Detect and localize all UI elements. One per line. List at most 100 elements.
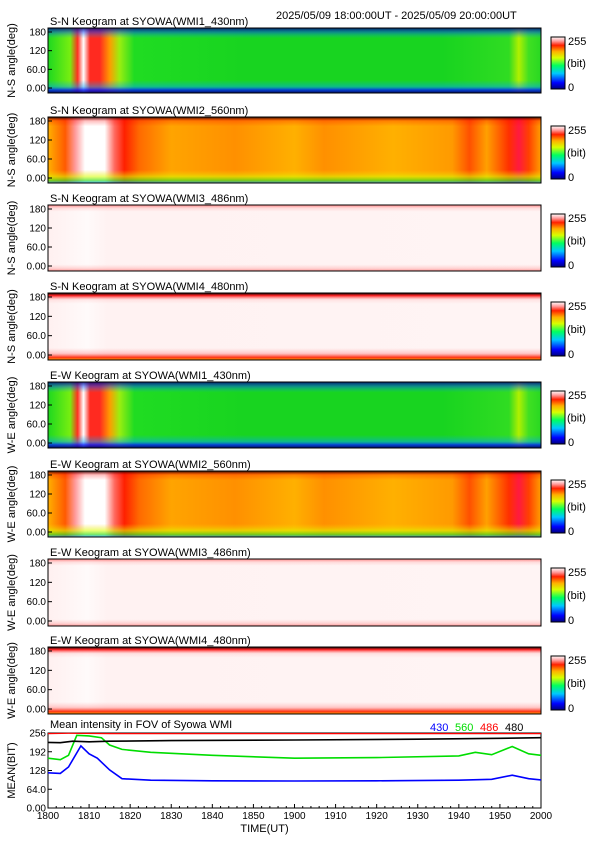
colorbar [550, 655, 566, 711]
keogram-ytick-label: 180 [29, 28, 46, 39]
legend-entry: 430 [430, 722, 448, 734]
ytick-label: 0.00 [27, 804, 47, 815]
xtick-label: 1900 [283, 811, 306, 822]
colorbar-min-label: 0 [568, 260, 574, 272]
keogram-frame [47, 470, 542, 538]
xtick-label: 1800 [37, 811, 60, 822]
colorbar-min-label: 0 [568, 437, 574, 449]
keogram-ylabel: N-S angle(deg) [6, 289, 18, 364]
legend-entry: 480 [505, 722, 523, 734]
keogram-ytick-label: 0.00 [27, 617, 47, 628]
colorbar-unit-label: (bit) [567, 58, 586, 70]
colorbar [550, 36, 566, 90]
keogram-ytick-label: 0.00 [27, 262, 47, 273]
colorbar-unit-label: (bit) [567, 678, 586, 690]
colorbar-max-label: 255 [568, 479, 586, 491]
colorbar-max-label: 255 [568, 301, 586, 313]
colorbar-unit-label: (bit) [567, 590, 586, 602]
xtick-label: 1820 [119, 811, 142, 822]
keogram-panel: S-N Keogram at SYOWA(WMI3_486nm) 0.00 60.0… [6, 193, 586, 275]
ytick-label: 192 [29, 747, 46, 758]
xtick-label: 1950 [489, 811, 512, 822]
keogram-ytick-label: 120 [29, 490, 46, 501]
keogram-ytick-label: 120 [29, 401, 46, 412]
colorbar-min-label: 0 [568, 349, 574, 361]
mean-intensity-chart: Mean intensity in FOV of Syowa WMI 430 560… [6, 719, 553, 835]
plot-area [47, 732, 542, 809]
keogram-frame [47, 292, 542, 361]
keogram-frame [47, 27, 542, 94]
keogram-ylabel: N-S angle(deg) [6, 201, 18, 276]
colorbar-max-label: 255 [568, 655, 586, 667]
xtick-label: 2000 [530, 811, 553, 822]
keogram-frame [47, 558, 542, 627]
keogram-title: E-W Keogram at SYOWA(WMI1_430nm) [50, 370, 251, 382]
colorbar [550, 213, 566, 268]
keogram-ytick-label: 120 [29, 136, 46, 147]
keogram-ylabel: W-E angle(deg) [6, 466, 18, 543]
xtick-label: 1940 [448, 811, 471, 822]
colorbar-min-label: 0 [568, 615, 574, 627]
legend-entry: 486 [480, 722, 498, 734]
keogram-ytick-label: 0.00 [27, 528, 47, 539]
colorbar-min-label: 0 [568, 703, 574, 715]
colorbar-unit-label: (bit) [567, 324, 586, 336]
keogram-panel: S-N Keogram at SYOWA(WMI1_430nm) 0.00 60.0… [6, 16, 586, 98]
time-range-label: 2025/05/09 18:00:00UT - 2025/05/09 20:00… [276, 10, 517, 22]
keogram-ytick-label: 60.0 [27, 685, 47, 696]
chart-xlabel: TIME(UT) [240, 823, 288, 835]
chart-title: Mean intensity in FOV of Syowa WMI [50, 719, 232, 731]
keogram-ytick-label: 180 [29, 471, 46, 482]
keogram-title: E-W Keogram at SYOWA(WMI4_480nm) [50, 635, 251, 647]
keogram-shading [48, 28, 541, 93]
keogram-ytick-label: 60.0 [27, 331, 47, 342]
legend-entry: 560 [455, 722, 473, 734]
keogram-ytick-label: 120 [29, 666, 46, 677]
keogram-frame [47, 381, 542, 449]
xtick-label: 1930 [407, 811, 430, 822]
keogram-ytick-label: 0.00 [27, 351, 47, 362]
keogram-ytick-label: 180 [29, 647, 46, 658]
colorbar-unit-label: (bit) [567, 236, 586, 248]
colorbar [550, 301, 566, 357]
colorbar-max-label: 255 [568, 36, 586, 48]
keogram-ytick-label: 120 [29, 312, 46, 323]
keogram-ytick-label: 180 [29, 559, 46, 570]
keogram-shading [48, 647, 541, 714]
colorbar-unit-label: (bit) [567, 413, 586, 425]
keogram-ytick-label: 180 [29, 382, 46, 393]
keogram-ytick-label: 60.0 [27, 243, 47, 254]
colorbar [550, 125, 566, 180]
keogram-ylabel: N-S angle(deg) [6, 113, 18, 188]
keogram-frame [47, 204, 542, 272]
xtick-label: 1850 [242, 811, 265, 822]
keogram-ytick-label: 60.0 [27, 509, 47, 520]
keogram-ylabel: W-E angle(deg) [6, 554, 18, 631]
colorbar-max-label: 255 [568, 125, 586, 137]
colorbar-max-label: 255 [568, 390, 586, 402]
keogram-ytick-label: 60.0 [27, 65, 47, 76]
colorbar-min-label: 0 [568, 172, 574, 184]
keogram-ytick-label: 0.00 [27, 174, 47, 185]
colorbar [550, 390, 566, 445]
keogram-ytick-label: 180 [29, 293, 46, 304]
keogram-ytick-label: 120 [29, 224, 46, 235]
keogram-frame [47, 116, 542, 184]
keogram-ytick-label: 180 [29, 205, 46, 216]
ytick-label: 256 [29, 729, 46, 740]
ytick-label: 64.0 [27, 785, 47, 796]
xtick-label: 1830 [160, 811, 183, 822]
keogram-panel: S-N Keogram at SYOWA(WMI2_560nm) 0.00 60.0… [6, 105, 586, 187]
keogram-panel: E-W Keogram at SYOWA(WMI3_486nm) 0.00 60.0… [6, 547, 586, 631]
series-line-480 [47, 736, 542, 744]
keogram-ylabel: W-E angle(deg) [6, 377, 18, 454]
colorbar-unit-label: (bit) [567, 148, 586, 160]
keogram-ytick-label: 60.0 [27, 597, 47, 608]
keogram-ylabel: W-E angle(deg) [6, 642, 18, 719]
keogram-shading [48, 382, 541, 448]
keogram-title: E-W Keogram at SYOWA(WMI3_486nm) [50, 547, 251, 559]
keogram-title: E-W Keogram at SYOWA(WMI2_560nm) [50, 459, 251, 471]
colorbar-max-label: 255 [568, 213, 586, 225]
keogram-ytick-label: 120 [29, 46, 46, 57]
colorbar-max-label: 255 [568, 567, 586, 579]
